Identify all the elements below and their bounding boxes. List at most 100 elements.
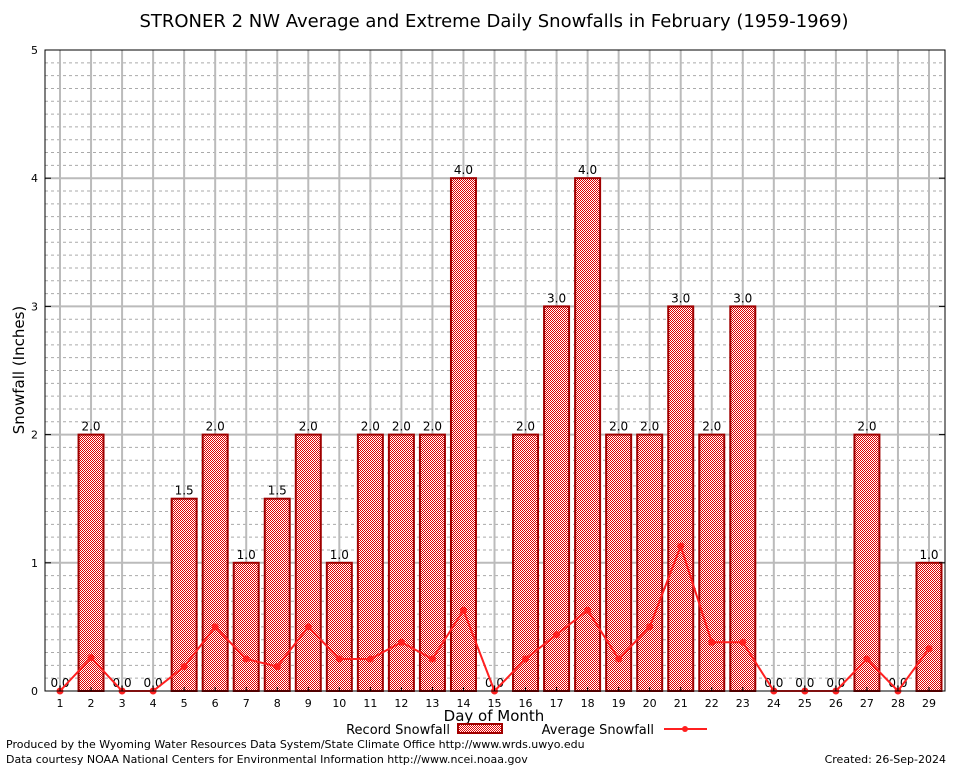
bar-value-label: 2.0 — [609, 420, 628, 434]
x-tick-label: 6 — [212, 697, 219, 710]
average-point — [304, 623, 312, 631]
bar-value-label: 2.0 — [206, 420, 225, 434]
record-bar — [853, 433, 881, 692]
record-bar — [915, 561, 943, 692]
record-bar — [698, 433, 726, 692]
record-bar — [263, 497, 291, 693]
record-bar — [325, 561, 353, 692]
average-point — [615, 655, 623, 663]
average-point — [366, 655, 374, 663]
legend-label-average: Average Snowfall — [542, 723, 654, 738]
bar-value-label: 1.5 — [268, 484, 287, 498]
x-tick-label: 14 — [456, 697, 470, 710]
chart-title: STRONER 2 NW Average and Extreme Daily S… — [139, 11, 848, 32]
bar-value-label: 0.0 — [795, 676, 814, 690]
bar-value-label: 4.0 — [578, 163, 597, 177]
bar-value-label: 2.0 — [516, 420, 535, 434]
x-tick-label: 10 — [332, 697, 346, 710]
record-bar — [418, 433, 446, 692]
x-tick-label: 9 — [305, 697, 312, 710]
x-tick-label: 17 — [550, 697, 564, 710]
average-point — [677, 542, 685, 550]
legend-swatch-record — [457, 723, 503, 734]
bar-value-label: 1.0 — [237, 548, 256, 562]
x-tick-label: 18 — [581, 697, 595, 710]
average-point — [739, 638, 747, 646]
bar-value-label: 3.0 — [733, 291, 752, 305]
x-tick-label: 1 — [57, 697, 64, 710]
footer-created: Created: 26-Sep-2024 — [824, 753, 946, 766]
record-bar — [387, 433, 415, 692]
legend-marker-average — [682, 726, 688, 732]
x-tick-label: 3 — [119, 697, 126, 710]
x-tick-label: 5 — [181, 697, 188, 710]
x-tick-label: 24 — [767, 697, 781, 710]
average-point — [459, 606, 467, 614]
bar-value-label: 2.0 — [423, 420, 442, 434]
x-tick-label: 7 — [243, 697, 250, 710]
average-point — [553, 631, 561, 639]
bar-value-label: 1.0 — [919, 548, 938, 562]
record-bar — [170, 497, 198, 693]
bar-value-label: 3.0 — [671, 291, 690, 305]
bar-value-label: 2.0 — [702, 420, 721, 434]
record-bar — [667, 305, 695, 692]
record-bar — [636, 433, 664, 692]
y-tick-label: 0 — [31, 685, 38, 698]
x-tick-label: 8 — [274, 697, 281, 710]
x-tick-label: 2 — [88, 697, 95, 710]
record-bar — [574, 177, 602, 692]
y-axis-label: Snowfall (Inches) — [10, 306, 28, 434]
x-tick-label: 12 — [394, 697, 408, 710]
record-bar — [77, 433, 105, 692]
bar-value-label: 2.0 — [81, 420, 100, 434]
record-bar — [449, 177, 477, 692]
bar-value-label: 3.0 — [547, 291, 566, 305]
x-tick-label: 19 — [612, 697, 626, 710]
x-tick-label: 25 — [798, 697, 812, 710]
y-tick-label: 4 — [31, 172, 38, 185]
bar-value-label: 2.0 — [361, 420, 380, 434]
record-bar — [729, 305, 757, 692]
y-tick-label: 3 — [31, 300, 38, 313]
x-tick-label: 27 — [860, 697, 874, 710]
y-tick-label: 1 — [31, 557, 38, 570]
x-tick-label: 21 — [674, 697, 688, 710]
bar-value-label: 2.0 — [640, 420, 659, 434]
average-point — [397, 638, 405, 646]
average-point — [428, 655, 436, 663]
y-tick-label: 2 — [31, 429, 38, 442]
x-tick-label: 22 — [705, 697, 719, 710]
average-point — [863, 655, 871, 663]
x-tick-label: 23 — [736, 697, 750, 710]
y-tick-label: 5 — [31, 44, 38, 57]
bar-value-label: 2.0 — [299, 420, 318, 434]
bar-value-label: 1.5 — [175, 484, 194, 498]
average-point — [584, 606, 592, 614]
average-point — [87, 654, 95, 662]
x-tick-label: 16 — [519, 697, 533, 710]
average-point — [273, 663, 281, 671]
x-tick-label: 20 — [643, 697, 657, 710]
x-tick-label: 11 — [363, 697, 377, 710]
x-tick-label: 26 — [829, 697, 843, 710]
x-tick-label: 15 — [488, 697, 502, 710]
average-point — [335, 655, 343, 663]
average-point — [211, 623, 219, 631]
record-bar — [201, 433, 229, 692]
footer-courtesy: Data courtesy NOAA National Centers for … — [6, 753, 528, 766]
legend-label-record: Record Snowfall — [346, 723, 450, 738]
average-point — [522, 655, 530, 663]
average-point — [180, 663, 188, 671]
bar-value-label: 1.0 — [330, 548, 349, 562]
bar-value-label: 2.0 — [392, 420, 411, 434]
legend: Record Snowfall Average Snowfall — [346, 723, 707, 738]
average-point — [925, 645, 933, 653]
x-tick-label: 4 — [150, 697, 157, 710]
record-bar — [605, 433, 633, 692]
bar-value-label: 0.0 — [764, 676, 783, 690]
record-bar — [294, 433, 322, 692]
x-tick-label: 28 — [891, 697, 905, 710]
